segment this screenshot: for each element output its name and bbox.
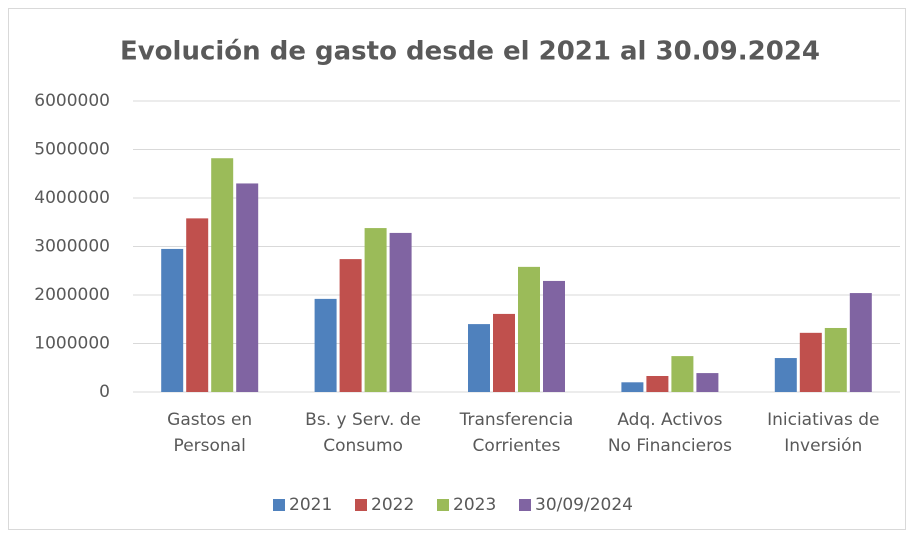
legend-label: 2023 xyxy=(453,495,496,515)
x-tick-label: Transferencia Corrientes xyxy=(459,410,574,456)
bar xyxy=(543,280,565,392)
x-tick-label: Iniciativas de Inversión xyxy=(767,410,880,456)
y-tick-label: 2000000 xyxy=(34,285,110,305)
x-tick-label: Adq. Activos No Financieros xyxy=(607,410,732,456)
legend-swatch xyxy=(273,499,285,511)
legend-swatch xyxy=(355,499,367,511)
bar xyxy=(389,232,412,392)
legend-swatch xyxy=(519,499,531,511)
bar xyxy=(696,373,719,392)
bar xyxy=(824,327,847,392)
bar xyxy=(493,313,515,392)
x-tick-label: Bs. y Serv. de Consumo xyxy=(305,410,422,456)
bar xyxy=(186,218,209,392)
bar xyxy=(236,183,259,392)
bar xyxy=(774,358,797,392)
bar xyxy=(364,228,387,392)
bar xyxy=(671,356,694,392)
y-tick-label: 4000000 xyxy=(34,188,110,208)
legend-label: 30/09/2024 xyxy=(535,495,633,515)
bar xyxy=(646,375,669,392)
y-tick-label: 6000000 xyxy=(34,91,110,111)
x-tick-label: Gastos en Personal xyxy=(167,410,253,456)
bar xyxy=(849,293,872,392)
y-tick-label: 5000000 xyxy=(34,140,110,160)
chart-title: Evolución de gasto desde el 2021 al 30.0… xyxy=(120,37,820,67)
bar xyxy=(314,298,337,392)
bar xyxy=(468,324,490,392)
y-tick-label: 3000000 xyxy=(34,237,110,257)
legend-swatch xyxy=(437,499,449,511)
chart-border xyxy=(8,8,906,530)
legend-label: 2022 xyxy=(371,495,414,515)
y-tick-label: 0 xyxy=(99,382,110,402)
bar xyxy=(518,266,540,392)
bar xyxy=(161,248,184,392)
bar xyxy=(621,382,644,392)
bar xyxy=(211,158,234,392)
y-tick-label: 1000000 xyxy=(34,334,110,354)
bar xyxy=(799,332,822,392)
legend-label: 2021 xyxy=(289,495,332,515)
bar xyxy=(339,259,362,392)
